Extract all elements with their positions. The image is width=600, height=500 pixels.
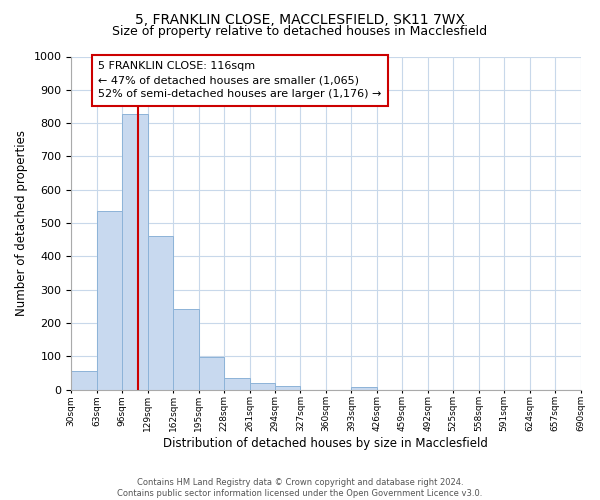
Bar [275,386,301,390]
Text: 5, FRANKLIN CLOSE, MACCLESFIELD, SK11 7WX: 5, FRANKLIN CLOSE, MACCLESFIELD, SK11 7W… [135,12,465,26]
Bar [250,383,275,390]
Y-axis label: Number of detached properties: Number of detached properties [15,130,28,316]
Bar [173,308,199,390]
Bar [122,114,148,390]
Bar [148,236,173,390]
Text: 5 FRANKLIN CLOSE: 116sqm
← 47% of detached houses are smaller (1,065)
52% of sem: 5 FRANKLIN CLOSE: 116sqm ← 47% of detach… [98,62,382,100]
X-axis label: Distribution of detached houses by size in Macclesfield: Distribution of detached houses by size … [163,437,488,450]
Bar [71,371,97,390]
Text: Contains HM Land Registry data © Crown copyright and database right 2024.
Contai: Contains HM Land Registry data © Crown c… [118,478,482,498]
Bar [199,357,224,390]
Bar [224,378,250,390]
Bar [352,387,377,390]
Text: Size of property relative to detached houses in Macclesfield: Size of property relative to detached ho… [112,25,488,38]
Bar [97,212,122,390]
